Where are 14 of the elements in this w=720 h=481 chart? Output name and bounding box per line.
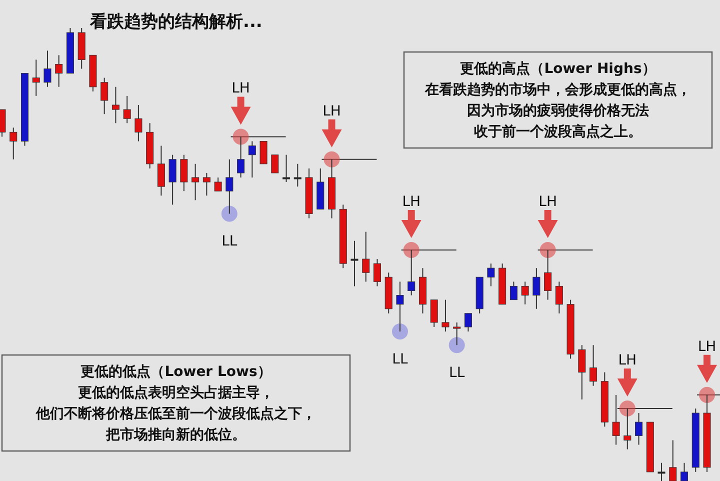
annotation: LH xyxy=(618,352,637,369)
annotation: LH xyxy=(698,338,716,355)
annotation: LH xyxy=(322,103,341,120)
annotation: LH xyxy=(402,194,421,210)
annotation: LL xyxy=(392,352,408,368)
annotation: 更低的低点（Lower Lows） xyxy=(80,364,272,380)
annotation: LL xyxy=(449,365,465,382)
chart-title: 看跌趋势的结构解析... xyxy=(89,12,262,32)
annotation: 更低的低点表明空头占据主导，他们不断将价格压低至前一个波段低点之下，把市场推向新的低位。 xyxy=(35,384,316,443)
annotation: LH xyxy=(538,194,557,210)
annotation: 在看跌趋势的市场中，会形成更低的高点，因为市场的疲弱使得价格无法收于前一个波段高点之上。 xyxy=(424,81,691,140)
annotation: LL xyxy=(222,234,238,250)
annotation: 更低的高点（Lower Highs） xyxy=(460,60,656,77)
annotation: LH xyxy=(232,80,250,97)
